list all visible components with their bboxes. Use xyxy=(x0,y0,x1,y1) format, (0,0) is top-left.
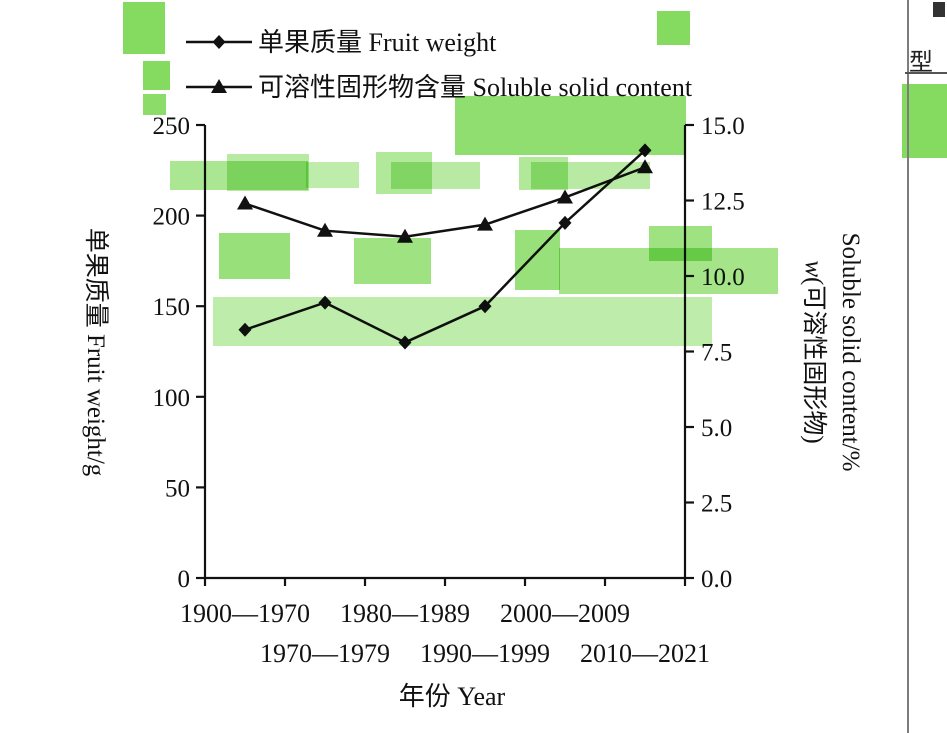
x-axis-category-label: 1900—1970 xyxy=(180,599,310,628)
series-line-diamond xyxy=(244,149,646,344)
legend-label: 单果质量 Fruit weight xyxy=(258,28,497,57)
right-axis-title-en: Soluble solid content/% xyxy=(837,233,864,472)
axes-frame xyxy=(203,125,687,580)
right-axis-title-cn: w(可溶性固形物) xyxy=(800,260,828,443)
x-axis-category-label: 1990—1999 xyxy=(420,639,550,668)
diamond-marker xyxy=(238,322,252,337)
x-axis-category-label: 2000—2009 xyxy=(500,599,630,628)
triangle-marker xyxy=(211,79,227,93)
triangle-marker xyxy=(637,159,653,174)
left-axis-tick-label: 100 xyxy=(153,385,191,412)
right-axis-tick-label: 5.0 xyxy=(701,415,732,442)
diamond-marker xyxy=(318,295,332,310)
series-line-triangle xyxy=(244,166,646,238)
left-axis-tick-label: 200 xyxy=(153,204,191,231)
diamond-marker xyxy=(558,215,572,230)
diamond-marker xyxy=(212,35,226,49)
right-axis-tick-label: 7.5 xyxy=(701,340,732,367)
left-axis-tick-label: 250 xyxy=(153,113,191,140)
right-axis-tick-label: 15.0 xyxy=(701,113,745,140)
triangle-marker xyxy=(237,195,253,210)
right-axis-tick-label: 0.0 xyxy=(701,566,732,593)
left-axis-title: 单果质量 Fruit weight/g xyxy=(82,228,110,477)
diamond-marker xyxy=(398,335,412,350)
right-axis-tick-label: 10.0 xyxy=(701,264,745,291)
triangle-marker xyxy=(477,216,493,231)
triangle-marker xyxy=(317,222,333,237)
left-axis-tick-label: 0 xyxy=(178,566,191,593)
page-edge-line xyxy=(907,0,909,733)
x-axis-category-label: 2010—2021 xyxy=(580,639,710,668)
page-edge-underline xyxy=(905,72,947,74)
right-axis-tick-label: 2.5 xyxy=(701,491,732,518)
legend-label: 可溶性固形物含量 Soluble solid content xyxy=(258,73,693,102)
page-edge-partial-char: 型 xyxy=(909,50,933,76)
left-axis-tick-label: 50 xyxy=(165,475,190,502)
triangle-marker xyxy=(557,189,573,204)
right-axis-tick-label: 12.5 xyxy=(701,189,745,216)
x-axis-category-label: 1980—1989 xyxy=(340,599,470,628)
page-edge-fragment xyxy=(933,2,945,17)
left-axis-tick-label: 150 xyxy=(153,294,191,321)
x-axis-title: 年份 Year xyxy=(399,682,506,711)
x-axis-category-label: 1970—1979 xyxy=(260,639,390,668)
